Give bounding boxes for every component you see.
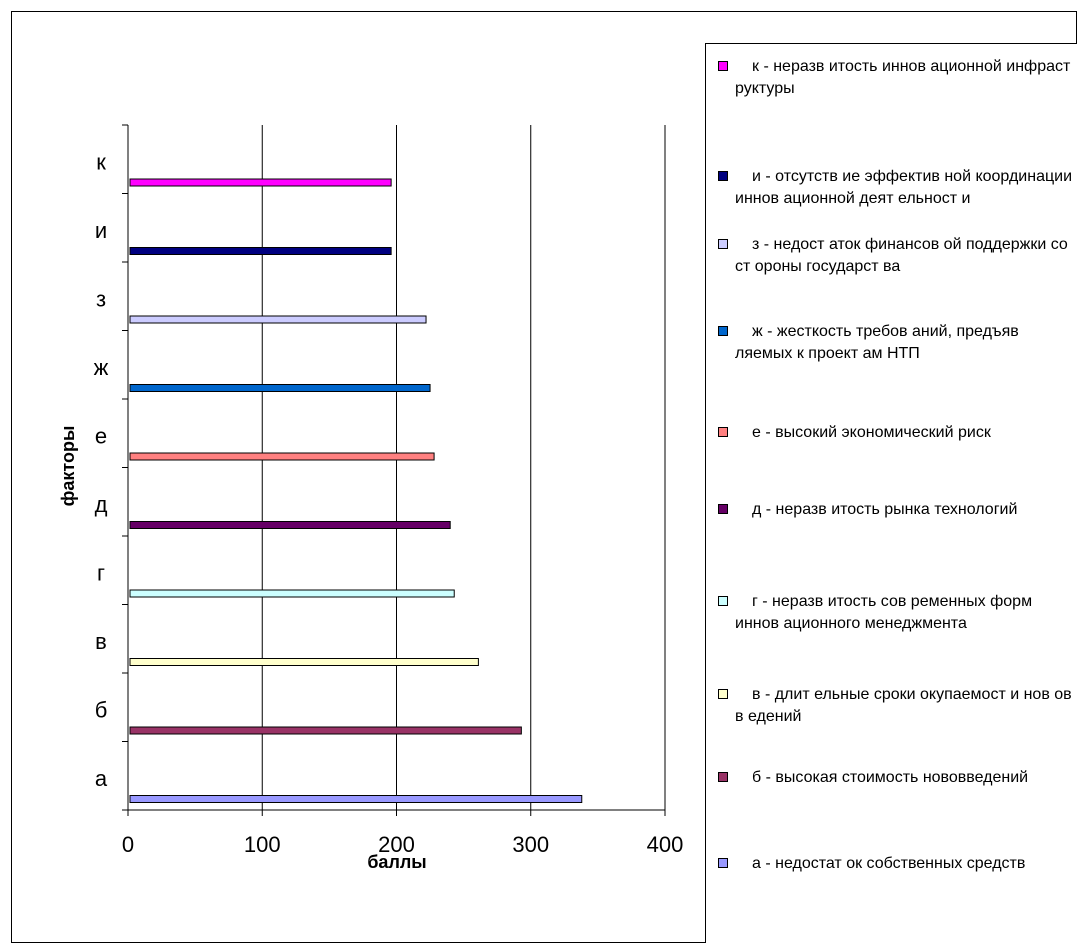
legend-item: б - высокая стоимость нововведений bbox=[718, 767, 1078, 789]
bar-б bbox=[129, 726, 522, 735]
legend-label: в - длит ельные сроки окупаемост и нов о… bbox=[735, 686, 1077, 725]
legend-item: а - недостат ок собственных средств bbox=[718, 853, 1078, 875]
legend-item: и - отсутств ие эффектив ной координации… bbox=[718, 166, 1078, 210]
bar-к bbox=[129, 178, 392, 187]
bar-з bbox=[129, 315, 427, 324]
x-tick-label: 100 bbox=[244, 832, 281, 857]
legend-swatch bbox=[718, 239, 728, 249]
bar-в bbox=[129, 658, 479, 666]
chart: 0 100 200 300 400 а б в г д е ж з и к баллы факторы bbox=[58, 124, 684, 872]
bar-д bbox=[129, 521, 451, 529]
legend-label: к - неразв итость иннов ационной инфраст… bbox=[735, 58, 1075, 97]
legend-swatch bbox=[718, 772, 728, 782]
legend-item: з - недост аток финансов ой поддержки со… bbox=[718, 234, 1078, 278]
legend-swatch bbox=[718, 504, 728, 514]
legend-item: к - неразв итость иннов ационной инфраст… bbox=[718, 56, 1078, 100]
legend-label: г - неразв итость сов ременных форм инно… bbox=[735, 593, 1037, 632]
legend-label: б - высокая стоимость нововведений bbox=[752, 769, 1029, 786]
y-tick-label: д bbox=[95, 492, 108, 517]
y-tick-label: ж bbox=[94, 355, 109, 380]
y-tick-label: з bbox=[96, 287, 106, 312]
x-tick-label: 400 bbox=[647, 832, 684, 857]
bar-г bbox=[129, 589, 455, 598]
y-tick-label: к bbox=[96, 150, 106, 175]
legend-swatch bbox=[718, 427, 728, 437]
legend-label: д - неразв итость рынка технологий bbox=[752, 501, 1018, 518]
legend-swatch bbox=[718, 326, 728, 336]
legend-label: з - недост аток финансов ой поддержки со… bbox=[735, 236, 1073, 275]
legend-swatch bbox=[718, 596, 728, 606]
axes: 0 100 200 300 400 а б в г д е ж з и к bbox=[94, 124, 684, 857]
legend-swatch bbox=[718, 171, 728, 181]
legend-label: е - высокий экономический риск bbox=[752, 424, 991, 441]
legend-swatch bbox=[718, 689, 728, 699]
x-axis-title: баллы bbox=[367, 852, 426, 872]
bar-е bbox=[129, 452, 435, 461]
legend-label: и - отсутств ие эффектив ной координации… bbox=[735, 168, 1077, 207]
legend-label: а - недостат ок собственных средств bbox=[752, 855, 1026, 872]
legend-swatch bbox=[718, 858, 728, 868]
bar-а bbox=[129, 795, 583, 803]
grid-lines bbox=[261, 125, 666, 810]
legend-item: г - неразв итость сов ременных форм инно… bbox=[718, 591, 1078, 635]
bars bbox=[129, 178, 583, 803]
legend: к - неразв итость иннов ационной инфраст… bbox=[705, 43, 1077, 943]
bar-ж bbox=[129, 384, 431, 392]
y-tick-label: и bbox=[95, 218, 107, 243]
x-tick-label: 200 bbox=[378, 832, 415, 857]
legend-swatch bbox=[718, 61, 728, 71]
legend-label: ж - жесткость требов аний, предъяв ляемы… bbox=[735, 323, 1024, 362]
legend-item: д - неразв итость рынка технологий bbox=[718, 499, 1078, 521]
legend-item: в - длит ельные сроки окупаемост и нов о… bbox=[718, 684, 1078, 728]
legend-item: ж - жесткость требов аний, предъяв ляемы… bbox=[718, 321, 1078, 365]
y-axis-title: факторы bbox=[58, 426, 78, 507]
y-tick-label: е bbox=[95, 424, 107, 449]
y-tick-label: г bbox=[97, 561, 105, 586]
y-tick-label: б bbox=[95, 698, 108, 723]
x-tick-label: 0 bbox=[122, 832, 134, 857]
y-tick-label: в bbox=[95, 629, 107, 654]
x-tick-label: 300 bbox=[512, 832, 549, 857]
legend-item: е - высокий экономический риск bbox=[718, 422, 1078, 444]
bar-и bbox=[129, 247, 392, 255]
y-tick-label: а bbox=[95, 766, 108, 791]
